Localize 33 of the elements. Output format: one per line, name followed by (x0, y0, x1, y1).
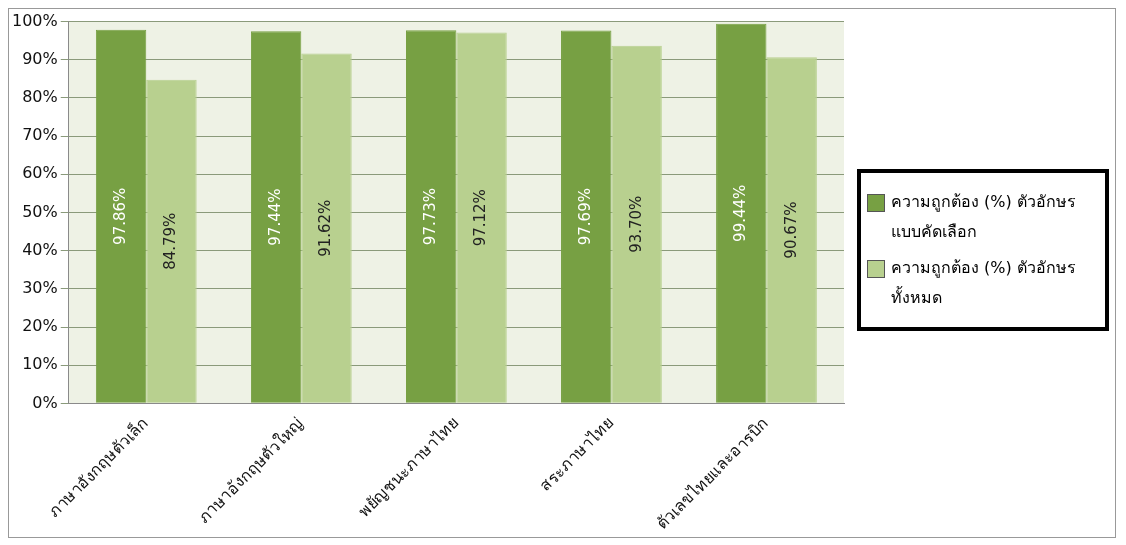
bar (95, 29, 147, 403)
data-label: 97.12% (471, 189, 490, 247)
y-tick-label: 50% (22, 201, 58, 221)
data-label: 97.73% (421, 187, 440, 246)
bar (456, 32, 507, 403)
y-tick-label: 60% (22, 163, 58, 183)
data-label: 97.44% (266, 188, 285, 246)
data-label: 97.86% (110, 187, 129, 245)
y-tick-label: 20% (22, 316, 58, 336)
data-label: 91.62% (316, 199, 335, 257)
bar (405, 30, 457, 403)
bar (146, 79, 197, 403)
bar (611, 45, 662, 403)
bar (561, 30, 612, 403)
bar (301, 53, 352, 403)
bar (766, 57, 817, 403)
legend-label: ความถูกต้อง (%) ตัวอักษรทั้งหมด (891, 257, 1077, 309)
data-label: 99.44% (731, 184, 750, 242)
data-label: 93.70% (626, 195, 645, 253)
y-tick-label: 100% (11, 10, 58, 30)
y-tick-label: 80% (22, 87, 58, 107)
y-tick-label: 40% (22, 239, 58, 259)
y-tick-label: 70% (22, 125, 58, 145)
y-tick-label: 30% (22, 277, 58, 297)
data-label: 90.67% (781, 201, 800, 259)
y-tick-label: 10% (22, 354, 58, 374)
data-label: 97.69% (576, 188, 595, 246)
y-tick-label: 0% (32, 392, 58, 412)
data-label: 84.79% (161, 212, 180, 270)
bar (250, 31, 302, 403)
legend-label: ความถูกต้อง (%) ตัวอักษรแบบคัดเลือก (891, 191, 1077, 243)
bar (716, 23, 767, 403)
y-tick-label: 90% (22, 48, 58, 68)
